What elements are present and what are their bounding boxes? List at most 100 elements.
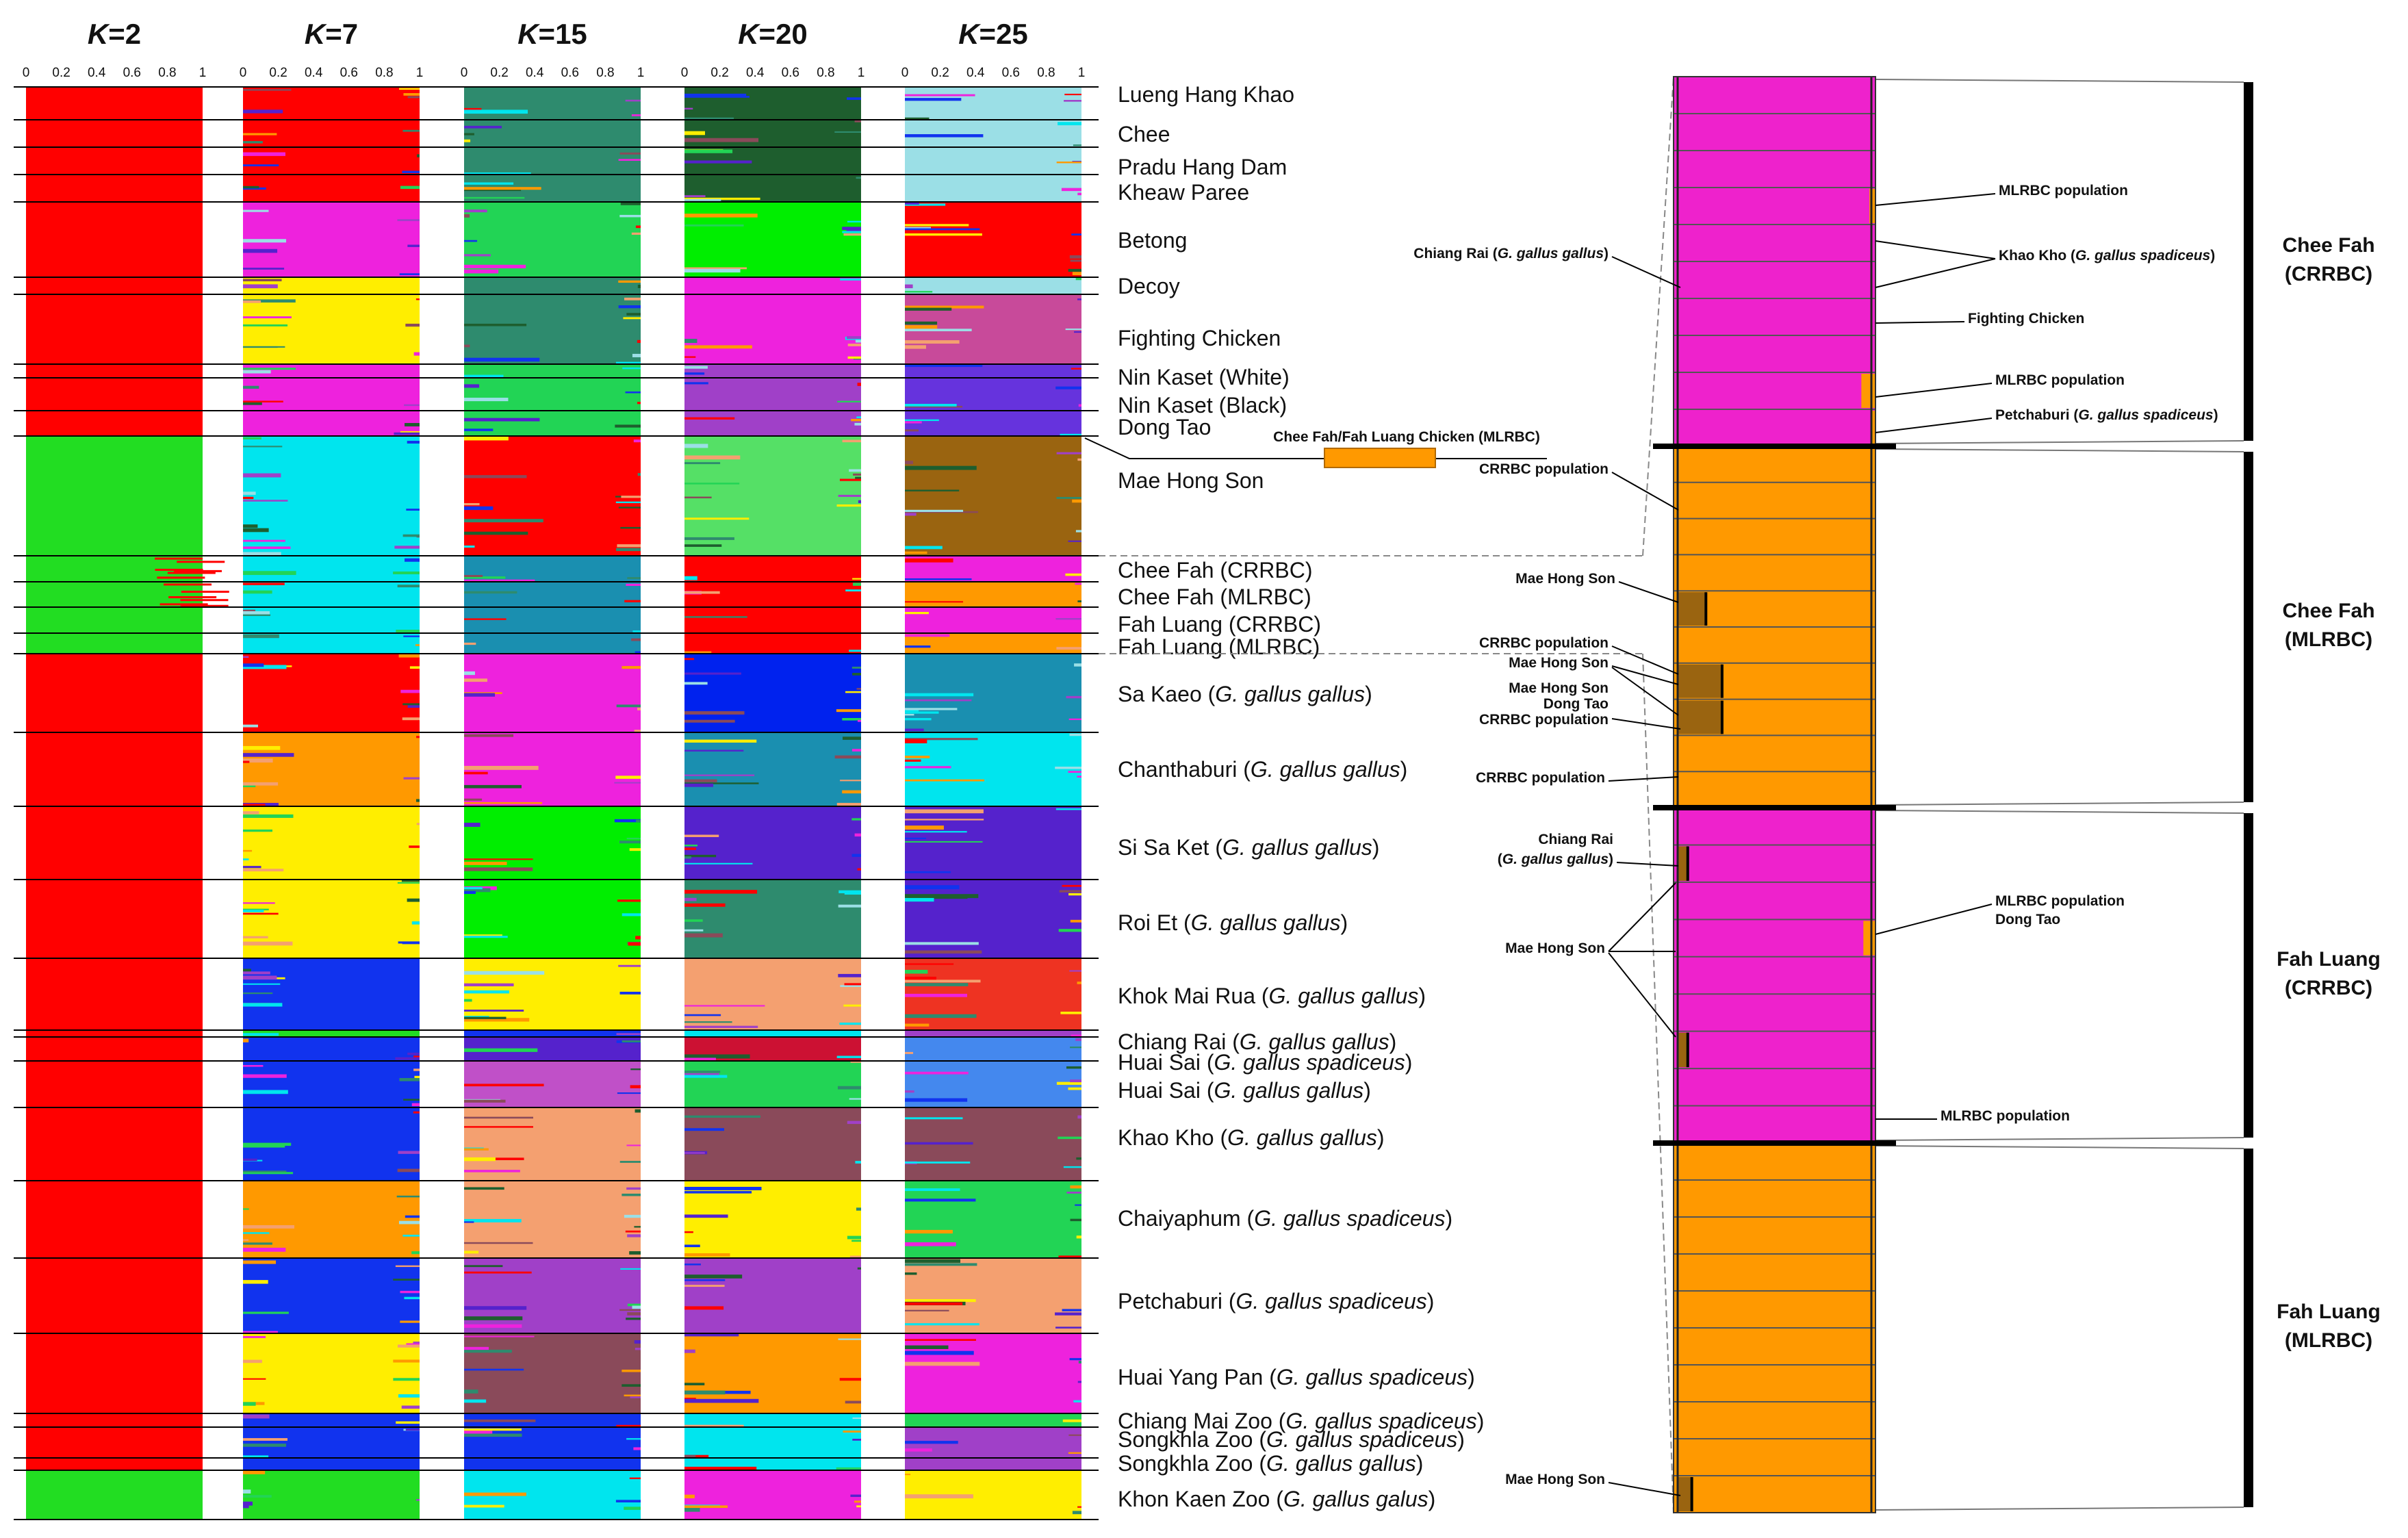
population-label: Betong <box>1118 228 1187 253</box>
admixture-streak <box>684 96 750 98</box>
admixture-streak <box>615 776 641 779</box>
admixture-streak <box>1069 1358 1081 1361</box>
admixture-streak <box>1075 1204 1081 1206</box>
admixture-streak <box>905 759 921 762</box>
admixture-streak <box>1070 1218 1081 1222</box>
admixture-streak <box>851 666 861 669</box>
admixture-streak <box>905 841 983 843</box>
admixture-streak <box>905 203 946 206</box>
admixture-streak <box>842 718 861 721</box>
admixture-streak <box>684 834 719 837</box>
admixture-streak <box>464 133 474 136</box>
population-label: Chiang Mai Zoo (G. gallus spadiceus) <box>1118 1409 1484 1433</box>
admixture-streak <box>243 300 261 303</box>
population-bar <box>684 277 861 294</box>
admixture-streak <box>181 591 229 593</box>
admixture-streak <box>243 785 256 788</box>
population-bar <box>26 880 203 958</box>
admixture-streak <box>620 202 641 205</box>
admixture-streak <box>243 1402 256 1406</box>
admixture-streak <box>635 936 641 940</box>
population-bar <box>464 1333 641 1413</box>
admixture-streak <box>1077 600 1081 602</box>
admixture-streak <box>684 929 704 932</box>
axis-tick-label: 0.6 <box>123 66 141 80</box>
admixture-streak <box>684 1231 693 1233</box>
admixture-streak <box>243 983 281 985</box>
admixture-streak <box>684 1014 721 1016</box>
population-bar <box>243 411 420 436</box>
admixture-streak <box>464 858 533 860</box>
admixture-streak <box>905 693 974 697</box>
admixture-streak <box>1077 1115 1081 1119</box>
admixture-streak <box>854 422 861 426</box>
k-header: K=20 <box>738 18 808 50</box>
population-label: Fah Luang (CRRBC) <box>1118 612 1321 637</box>
admixture-streak <box>853 473 861 476</box>
zoom-annotation: Chiang Rai (G. gallus gallus) <box>1413 246 1609 261</box>
admixture-streak <box>1075 530 1081 533</box>
admixture-streak <box>905 825 944 830</box>
admixture-streak <box>464 475 527 478</box>
admixture-streak <box>243 279 282 281</box>
population-bar <box>26 1470 203 1520</box>
admixture-streak <box>243 539 285 542</box>
admixture-streak <box>243 133 277 136</box>
inset-key-swatch <box>1324 448 1436 468</box>
admixture-streak <box>684 933 723 938</box>
admixture-streak <box>619 1161 641 1163</box>
admixture-streak <box>684 131 705 136</box>
group-sub-label: (CRRBC) <box>2285 263 2372 285</box>
admixture-streak <box>905 202 919 205</box>
admixture-streak <box>243 546 291 550</box>
population-bar <box>26 654 203 732</box>
population-label: Huai Sai (G. gallus spadiceus) <box>1118 1050 1412 1075</box>
admixture-streak <box>838 1338 861 1340</box>
group-bracket <box>2244 1149 2253 1507</box>
population-bar <box>684 120 861 147</box>
admixture-streak <box>684 658 695 661</box>
admixture-streak <box>905 509 964 512</box>
admixture-streak <box>905 950 982 954</box>
admixture-streak <box>847 220 861 223</box>
admixture-streak <box>405 422 420 426</box>
admixture-streak <box>842 790 861 794</box>
admixture-streak <box>403 635 420 637</box>
admixture-streak <box>243 941 293 946</box>
population-bar <box>464 411 641 436</box>
admixture-streak <box>684 1390 726 1395</box>
admixture-streak <box>401 880 420 882</box>
admixture-streak <box>1056 452 1081 454</box>
admixture-streak <box>684 1073 719 1076</box>
k-panels: K=20 0.2 0.4 0.6 0.8 1K=70 0.2 0.4 0.6 0.8 1K=150 0… <box>14 18 1099 1520</box>
population-bar <box>26 806 203 880</box>
admixture-streak <box>614 782 641 784</box>
admixture-streak <box>684 1075 728 1078</box>
group-sub-label: (CRRBC) <box>2285 977 2372 999</box>
axis-tick-label: 1 <box>416 66 424 80</box>
admixture-streak <box>464 240 478 242</box>
admixture-streak <box>634 1226 641 1228</box>
admixture-streak <box>905 489 960 491</box>
admixture-streak <box>243 858 249 860</box>
admixture-streak <box>464 1399 487 1403</box>
admixture-streak <box>905 227 932 229</box>
admixture-streak <box>905 364 983 368</box>
population-bar <box>243 1061 420 1107</box>
admixture-streak <box>905 993 968 997</box>
admixture-streak <box>905 284 913 289</box>
admixture-streak <box>684 783 713 787</box>
admixture-streak <box>684 1115 760 1118</box>
admixture-streak <box>617 1092 641 1094</box>
admixture-streak <box>615 361 641 364</box>
admixture-streak <box>635 1109 641 1113</box>
admixture-streak <box>684 517 750 520</box>
admixture-streak <box>407 244 420 247</box>
admixture-streak <box>402 129 420 132</box>
admixture-streak <box>464 374 504 378</box>
admixture-streak <box>401 1405 420 1409</box>
axis-tick-label: 0.4 <box>966 66 985 80</box>
admixture-streak <box>905 1259 961 1263</box>
admixture-streak <box>464 861 507 865</box>
admixture-streak <box>243 992 273 995</box>
